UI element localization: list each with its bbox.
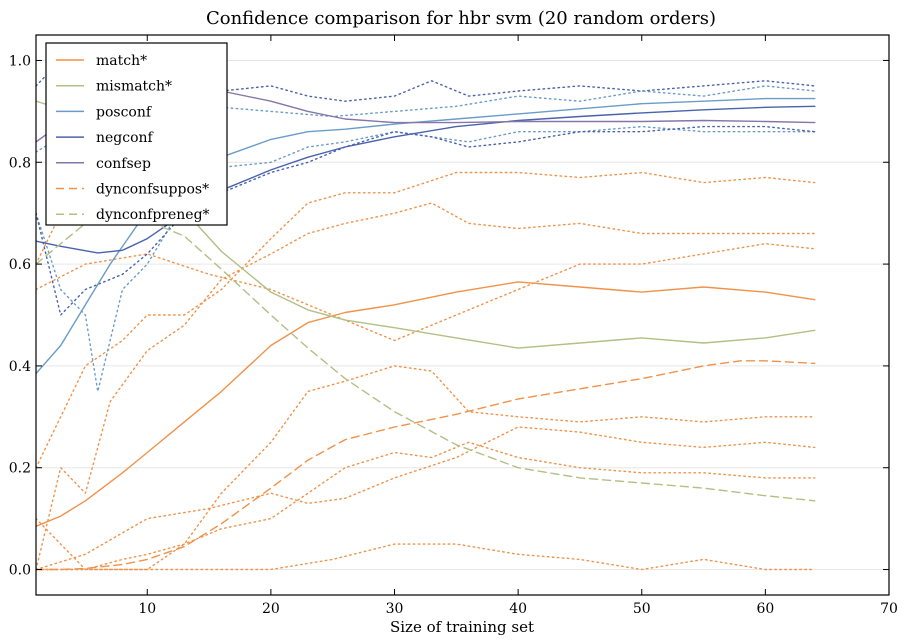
plot-frame: [35, 34, 890, 596]
x-tick-label: 20: [262, 601, 280, 617]
legend-label: match*: [96, 53, 147, 69]
run-line-dotted: [36, 202, 816, 571]
run-line-dotted: [36, 543, 816, 571]
x-axis: 10 20 30 40 50 60 70: [138, 35, 898, 617]
legend-label: posconf: [96, 104, 153, 120]
legend-label: confsep: [96, 156, 151, 172]
x-tick-label: 70: [880, 601, 898, 617]
legend-box: [45, 42, 228, 226]
series-line-dynconfsuppos: [36, 360, 816, 571]
series-line-dynconfpreneg: [36, 214, 816, 502]
run-line-dotted: [36, 365, 816, 571]
run-line-dotted: [36, 242, 816, 342]
legend: match* mismatch* posconf negconf confsep dync…: [45, 42, 228, 226]
x-tick-label: 60: [756, 601, 774, 617]
chart-title: Confidence comparison for hbr svm (20 ra…: [206, 8, 716, 29]
legend-label: dynconfpreneg*: [96, 207, 210, 223]
x-tick-label: 50: [633, 601, 651, 617]
y-tick-label: 0.0: [9, 563, 31, 579]
y-tick-label: 0.2: [9, 461, 31, 477]
x-tick-label: 10: [138, 601, 156, 617]
y-tick-label: 1.0: [9, 53, 31, 69]
series-line-negconf: [36, 105, 816, 254]
series-line-match: [36, 281, 816, 527]
x-tick-label: 30: [386, 601, 404, 617]
y-tick-label: 0.6: [9, 257, 31, 273]
run-line-dotted: [36, 171, 816, 469]
y-tick-label: 0.4: [9, 359, 31, 375]
x-tick-label: 40: [509, 601, 527, 617]
run-line-dotted: [36, 441, 816, 571]
legend-label: negconf: [96, 130, 155, 146]
run-line-dotted: [36, 125, 816, 393]
legend-label: mismatch*: [96, 79, 172, 95]
y-axis: 0.0 0.2 0.4 0.6 0.8 1.0: [9, 53, 889, 579]
x-axis-label: Size of training set: [390, 618, 534, 636]
y-tick-label: 0.8: [9, 155, 31, 171]
series-line-posconf: [36, 97, 816, 375]
legend-label: dynconfsuppos*: [96, 182, 209, 198]
